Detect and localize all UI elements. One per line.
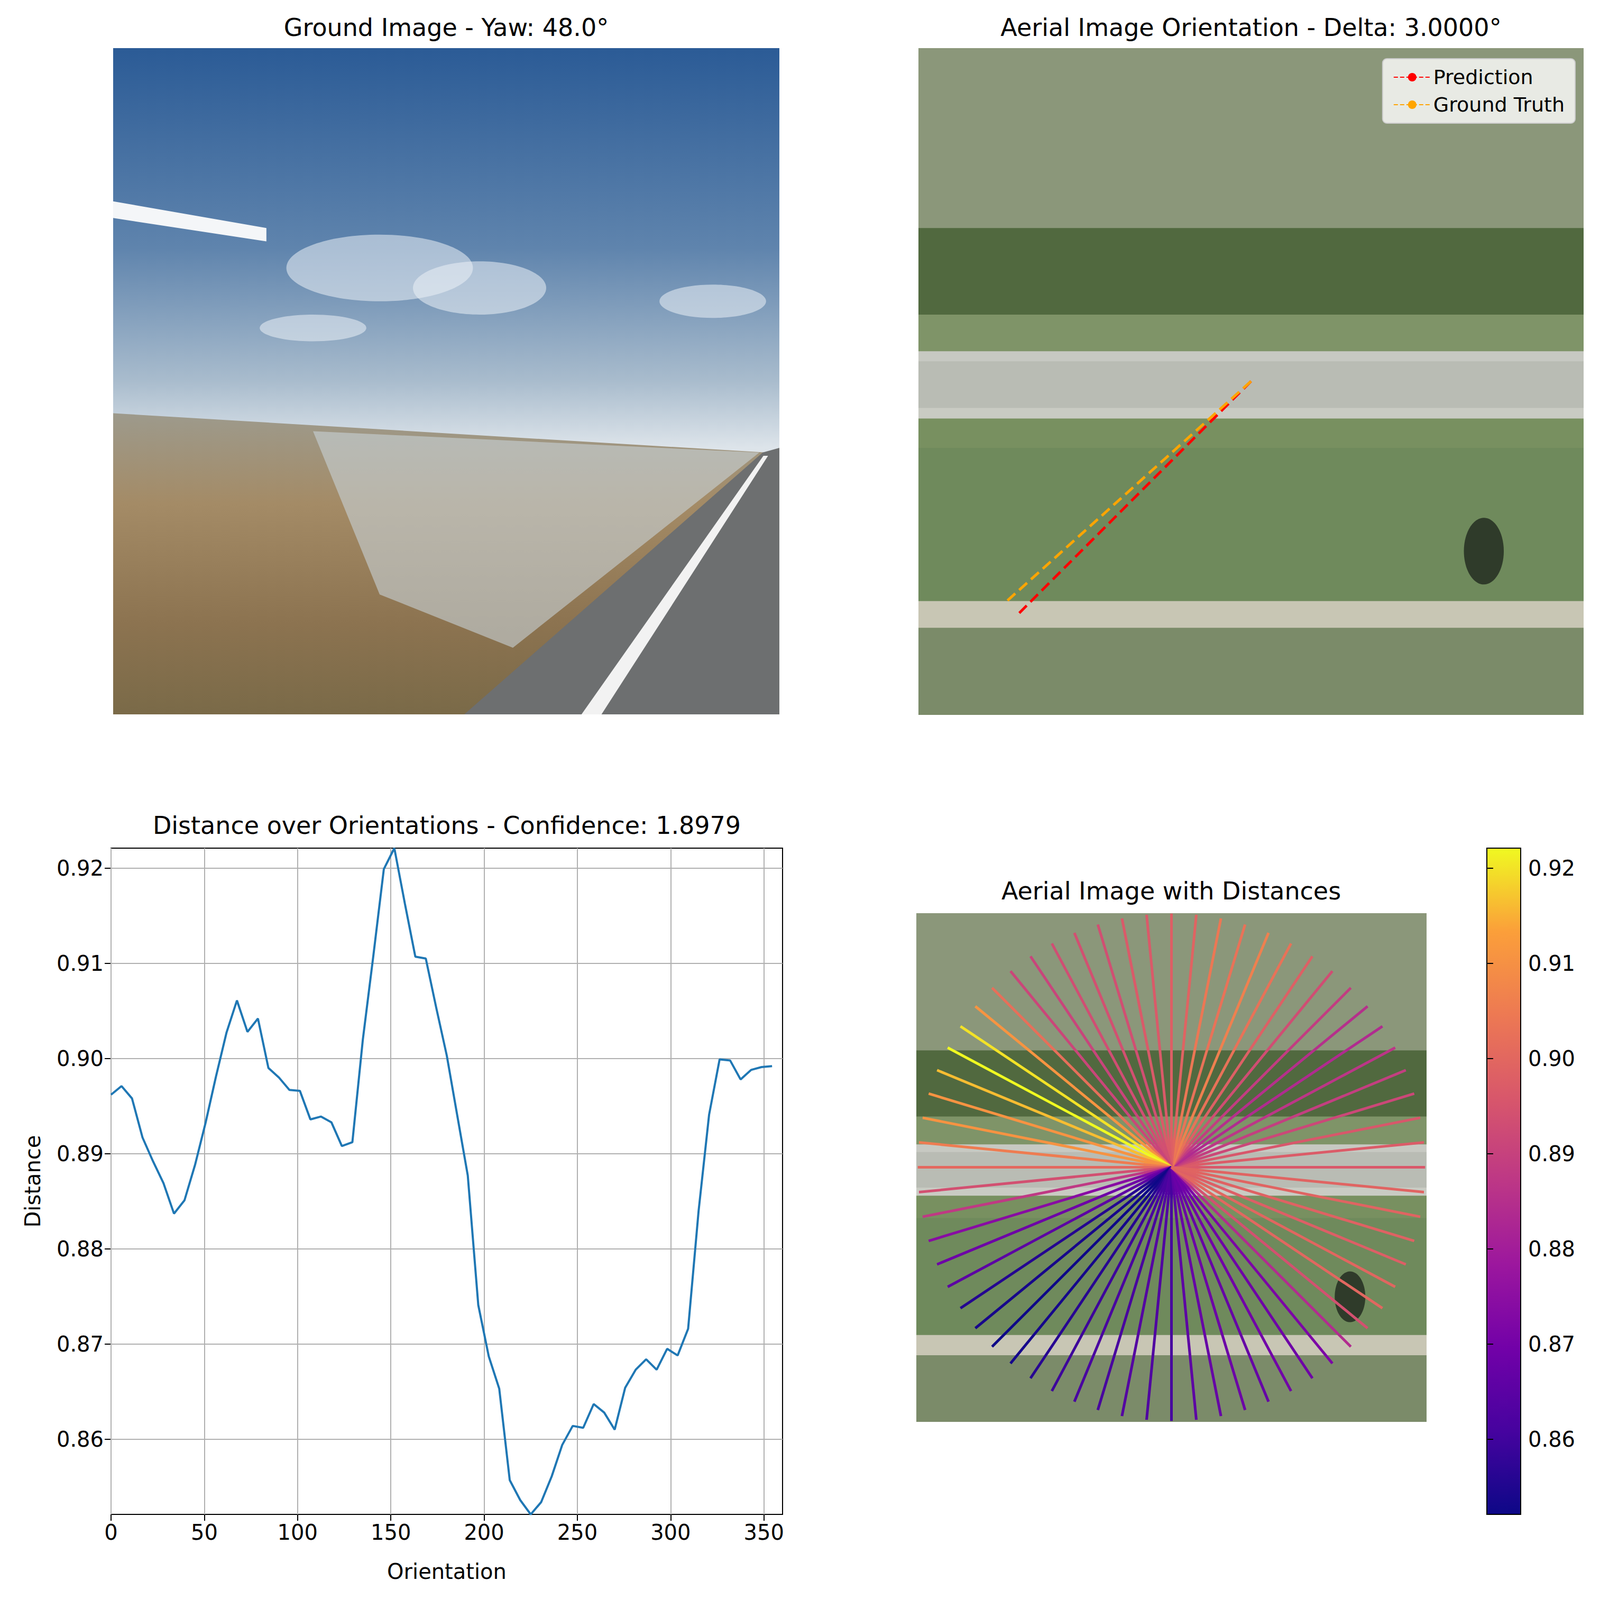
svg-text:0.92: 0.92 <box>56 856 104 881</box>
svg-text:0.92: 0.92 <box>1528 856 1576 881</box>
svg-text:350: 350 <box>743 1520 785 1545</box>
svg-text:Aerial Image Orientation - Del: Aerial Image Orientation - Delta: 3.0000… <box>1000 13 1502 42</box>
svg-text:Ground Image - Yaw: 48.0°: Ground Image - Yaw: 48.0° <box>283 13 609 42</box>
svg-text:0: 0 <box>104 1520 118 1545</box>
svg-text:0.89: 0.89 <box>56 1141 104 1166</box>
svg-text:150: 150 <box>370 1520 411 1545</box>
svg-text:100: 100 <box>277 1520 318 1545</box>
svg-text:0.88: 0.88 <box>1528 1236 1576 1262</box>
svg-text:0.91: 0.91 <box>56 951 104 976</box>
svg-text:0.87: 0.87 <box>56 1331 104 1357</box>
svg-text:Orientation: Orientation <box>387 1559 507 1584</box>
svg-text:Aerial Image with Distances: Aerial Image with Distances <box>1001 876 1341 906</box>
svg-text:0.87: 0.87 <box>1528 1331 1576 1357</box>
svg-text:50: 50 <box>190 1520 218 1545</box>
svg-text:0.91: 0.91 <box>1528 951 1576 976</box>
svg-text:Prediction: Prediction <box>1433 65 1534 89</box>
svg-text:Ground Truth: Ground Truth <box>1433 93 1565 117</box>
svg-text:Distance over Orientations - C: Distance over Orientations - Confidence:… <box>152 811 741 840</box>
svg-text:0.86: 0.86 <box>56 1427 104 1452</box>
svg-text:0.90: 0.90 <box>1528 1046 1576 1071</box>
svg-text:Distance: Distance <box>20 1135 45 1228</box>
svg-text:0.90: 0.90 <box>56 1046 104 1071</box>
svg-text:0.89: 0.89 <box>1528 1141 1576 1166</box>
svg-text:250: 250 <box>557 1520 598 1545</box>
svg-text:0.86: 0.86 <box>1528 1427 1576 1452</box>
svg-text:300: 300 <box>650 1520 691 1545</box>
svg-text:200: 200 <box>463 1520 504 1545</box>
svg-text:0.88: 0.88 <box>56 1236 104 1262</box>
